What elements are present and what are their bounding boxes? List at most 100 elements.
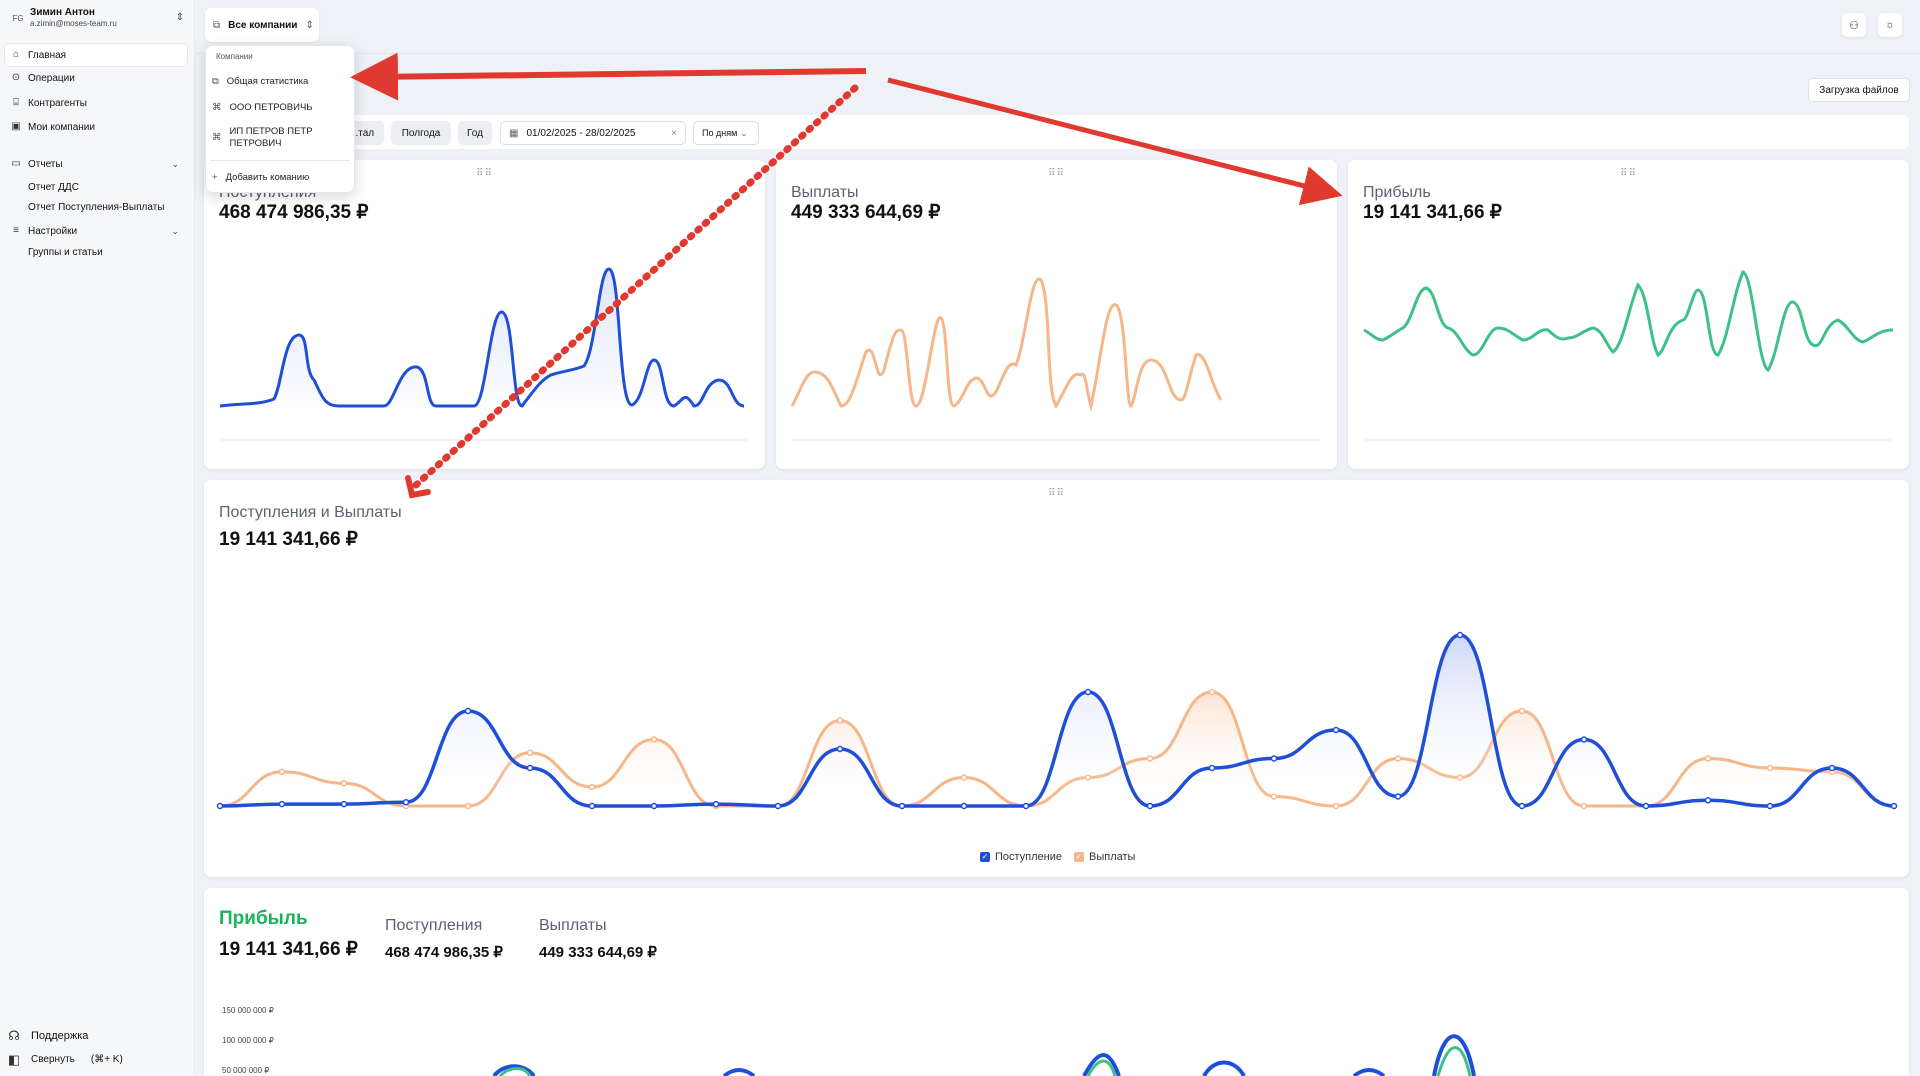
- data-point[interactable]: [340, 779, 348, 787]
- profit-sparkline: [1363, 270, 1894, 441]
- data-point[interactable]: [402, 798, 410, 806]
- data-point[interactable]: [1394, 793, 1402, 800]
- user-name: Зимин Антон: [30, 7, 95, 18]
- home-icon: ⌂: [12, 49, 20, 60]
- payouts-card: ⠿⠿ Выплаты 449 333 644,69 ₽: [776, 160, 1337, 469]
- dropdown-item-company[interactable]: ⌘ ООО ПЕТРОВИЧЬ: [212, 98, 350, 116]
- data-point[interactable]: [1580, 736, 1588, 743]
- data-point[interactable]: [898, 802, 906, 810]
- data-point[interactable]: [650, 736, 658, 743]
- data-point[interactable]: [1890, 802, 1898, 810]
- combined-chart-card: ⠿⠿ Поступления и Выплаты 19 141 341,66 ₽: [204, 480, 1909, 877]
- payouts-line: [790, 277, 1223, 412]
- data-point[interactable]: [1208, 764, 1216, 772]
- sidebar-item-companies[interactable]: ▣ Мои компании: [5, 116, 187, 138]
- data-point[interactable]: [1518, 802, 1526, 810]
- series-area-0: [220, 635, 1894, 806]
- bug-report-button[interactable]: ⚇: [1842, 13, 1866, 37]
- sidebar-item-counterparties[interactable]: ⌸ Контрагенты: [5, 92, 187, 114]
- data-point[interactable]: [1704, 797, 1712, 804]
- legend-item-income[interactable]: ✓ Поступление: [980, 851, 1062, 863]
- dropdown-item-label: Общая статистика: [226, 75, 309, 87]
- sidebar-subitem-income-payouts[interactable]: Отчет Поступления-Выплаты: [28, 201, 165, 213]
- data-point[interactable]: [1146, 802, 1154, 810]
- clear-icon[interactable]: ×: [671, 127, 677, 139]
- card-value: 468 474 986,35 ₽: [219, 202, 369, 223]
- sidebar-item-home[interactable]: ⌂ Главная: [5, 44, 187, 66]
- operations-icon: ⊙: [11, 72, 21, 83]
- summary-profit-value: 19 141 341,66 ₽: [219, 939, 358, 960]
- data-point[interactable]: [960, 802, 968, 810]
- drag-handle-icon[interactable]: ⠿⠿: [1620, 168, 1637, 179]
- dropdown-item-company[interactable]: ⌘ ИП ПЕТРОВ ПЕТР ПЕТРОВИЧ: [212, 124, 350, 152]
- sidebar-subitem-dds[interactable]: Отчет ДДС: [28, 181, 79, 193]
- summary-profit-line: [498, 1046, 1472, 1076]
- payouts-sparkline: [790, 277, 1321, 441]
- data-point[interactable]: [588, 783, 596, 791]
- avatar: FG: [12, 13, 24, 23]
- income-sparkline: [219, 267, 749, 441]
- chevron-down-icon: ⌄: [740, 127, 748, 138]
- chevron-updown-icon: ⇕: [175, 12, 184, 23]
- data-point[interactable]: [340, 800, 348, 808]
- data-point[interactable]: [588, 802, 596, 810]
- data-point[interactable]: [1518, 707, 1526, 715]
- chevron-updown-icon: ⇕: [305, 19, 314, 31]
- data-point[interactable]: [216, 802, 224, 810]
- data-point[interactable]: [650, 802, 658, 810]
- granularity-select[interactable]: По дням ⌄: [693, 121, 759, 145]
- combined-chart: [216, 631, 1898, 810]
- data-point[interactable]: [1828, 764, 1836, 772]
- data-point[interactable]: [278, 800, 286, 808]
- sidebar-subitem-groups[interactable]: Группы и статьи: [28, 246, 103, 258]
- companies-icon: ⧉: [212, 75, 219, 87]
- y-tick-label: 150 000 000 ₽: [222, 1006, 274, 1015]
- data-point[interactable]: [836, 745, 844, 753]
- summary-income-line: [492, 1034, 1476, 1076]
- data-point[interactable]: [1456, 631, 1464, 639]
- data-point[interactable]: [960, 774, 968, 781]
- data-point[interactable]: [1270, 755, 1278, 762]
- data-point[interactable]: [1766, 764, 1774, 772]
- sidebar-item-operations[interactable]: ⊙ Операции: [5, 67, 187, 89]
- card-value: 19 141 341,66 ₽: [219, 529, 358, 550]
- data-point[interactable]: [1022, 802, 1030, 810]
- dropdown-item-overall[interactable]: ⧉ Общая статистика: [212, 72, 350, 90]
- reports-icon: ▭: [11, 158, 21, 169]
- data-point[interactable]: [526, 764, 534, 772]
- data-point[interactable]: [712, 800, 720, 808]
- dropdown-divider: [210, 160, 350, 161]
- dropdown-item-label: Добавить команию: [225, 171, 310, 183]
- data-point[interactable]: [774, 802, 782, 810]
- date-range-input[interactable]: ▦ 01/02/2025 - 28/02/2025 ×: [500, 121, 686, 145]
- sidebar-item-reports[interactable]: ▭ Отчеты ⌄: [5, 153, 187, 175]
- support-label: Поддержка: [31, 1030, 89, 1042]
- sidebar-item-settings[interactable]: ≡ Настройки ⌄: [5, 220, 187, 242]
- theme-toggle-button[interactable]: ☼: [1878, 13, 1902, 37]
- add-company-button[interactable]: + Добавить команию: [212, 168, 350, 186]
- card-title: Поступления и Выплаты: [219, 504, 402, 521]
- user-profile[interactable]: FG Зимин Антон a.zimin@moses-team.ru ⇕: [6, 4, 188, 32]
- data-point[interactable]: [836, 717, 844, 724]
- data-point[interactable]: [1642, 802, 1650, 810]
- collapse-sidebar-button[interactable]: ◧ Свернуть (⌘+ K): [7, 1053, 123, 1066]
- company-selector[interactable]: ⧉ Все компании ⇕: [205, 8, 319, 42]
- data-point[interactable]: [1766, 802, 1774, 810]
- data-point[interactable]: [1084, 688, 1092, 696]
- data-point[interactable]: [1704, 755, 1712, 762]
- data-point[interactable]: [1394, 755, 1402, 762]
- support-link[interactable]: ☊ Поддержка: [7, 1029, 89, 1042]
- period-halfyear-button[interactable]: Полгода: [391, 121, 451, 145]
- summary-payouts-value: 449 333 644,69 ₽: [539, 944, 657, 961]
- legend-item-payouts[interactable]: ✓ Выплаты: [1074, 851, 1135, 863]
- data-point[interactable]: [1332, 726, 1340, 734]
- data-point[interactable]: [464, 707, 472, 715]
- period-year-button[interactable]: Год: [458, 121, 492, 145]
- summary-income-title: Поступления: [385, 917, 483, 934]
- data-point[interactable]: [1208, 688, 1216, 696]
- data-point[interactable]: [526, 749, 534, 757]
- drag-handle-icon[interactable]: ⠿⠿: [1048, 488, 1065, 499]
- data-point[interactable]: [1146, 755, 1154, 762]
- upload-files-button[interactable]: Загрузка файлов: [1808, 78, 1910, 102]
- data-point[interactable]: [278, 768, 286, 776]
